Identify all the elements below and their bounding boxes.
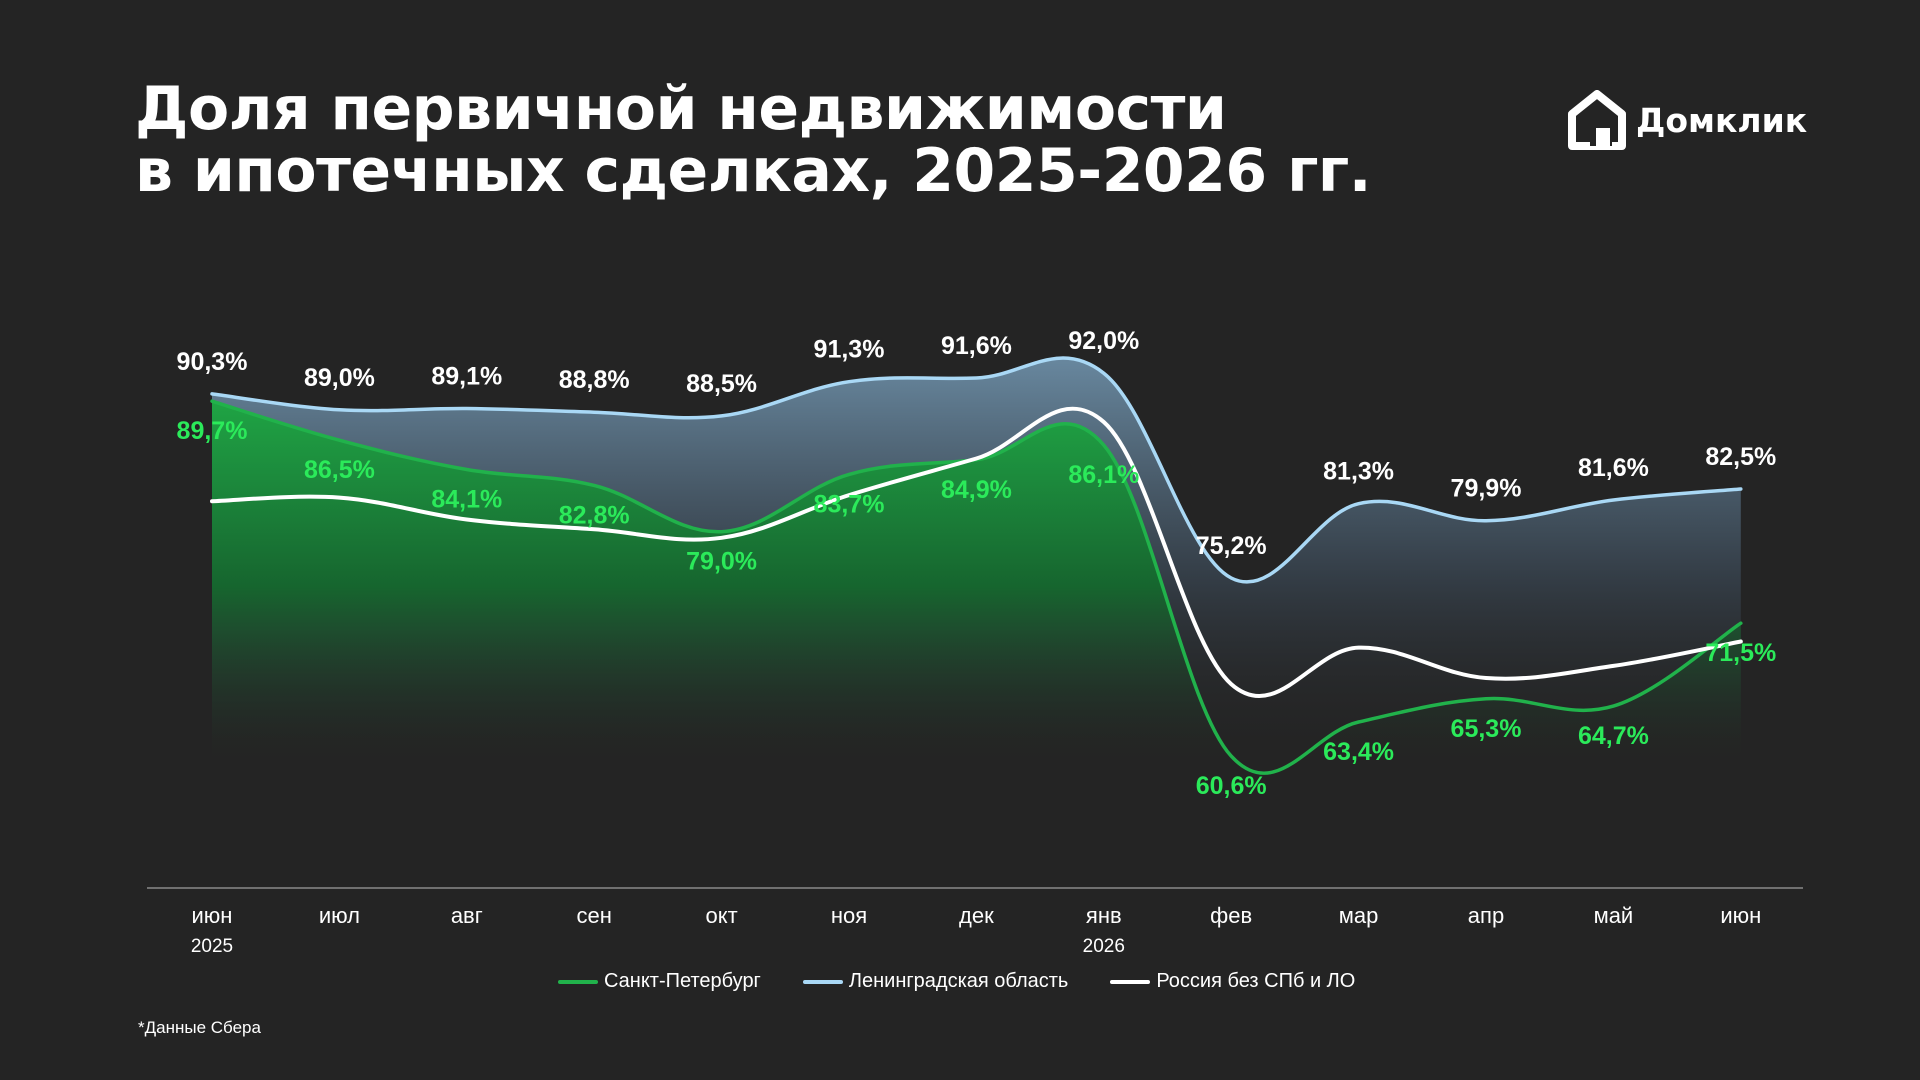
x-tick-year-0: 2025: [191, 936, 233, 957]
data-label-lo-5: 91,3%: [814, 336, 885, 364]
data-label-spb-0: 89,7%: [177, 417, 248, 445]
data-label-lo-12: 82,5%: [1705, 443, 1776, 471]
data-label-lo-0: 90,3%: [177, 348, 248, 376]
series-lines: [210, 356, 1743, 775]
data-label-spb-10: 65,3%: [1451, 715, 1522, 743]
legend-swatch-spb: [558, 979, 598, 984]
x-tick-label-6: дек: [959, 903, 994, 928]
legend-swatch-lo: [802, 979, 843, 984]
chart-title-line-2: в ипотечных сделках, 2025-2026 гг.: [135, 136, 1372, 206]
domclick-house-logo-icon: [1568, 90, 1626, 150]
data-label-spb-9: 63,4%: [1323, 738, 1394, 766]
x-tick-label-10: апр: [1468, 903, 1504, 928]
data-label-spb-5: 83,7%: [814, 490, 885, 518]
source-footnote: *Данные Сбера: [138, 1018, 261, 1037]
data-label-spb-1: 86,5%: [304, 456, 375, 484]
legend-label-russia: Россия без СПб и ЛО: [1156, 970, 1356, 992]
data-label-spb-12: 71,5%: [1705, 639, 1776, 667]
x-tick-label-9: мар: [1339, 903, 1379, 928]
legend-item-spb: Санкт-Петербург: [558, 970, 761, 993]
chart-legend: Санкт-Петербург Ленинградская область Ро…: [558, 970, 1355, 993]
x-tick-label-5: ноя: [831, 903, 867, 928]
data-label-lo-11: 81,6%: [1578, 454, 1649, 482]
series-line-lo: [210, 356, 1743, 584]
legend-item-russia: Россия без СПб и ЛО: [1110, 970, 1355, 993]
x-tick-label-8: фев: [1210, 903, 1252, 928]
data-label-lo-7: 92,0%: [1068, 327, 1139, 355]
x-tick-label-12: июн: [1720, 903, 1761, 928]
x-tick-label-3: сен: [577, 903, 612, 928]
chart-title: Доля первичной недвижимости в ипотечных …: [135, 74, 1372, 206]
data-label-spb-4: 79,0%: [686, 548, 757, 576]
data-label-lo-9: 81,3%: [1323, 458, 1394, 486]
data-label-lo-8: 75,2%: [1196, 532, 1267, 560]
data-label-spb-6: 84,9%: [941, 476, 1012, 504]
x-axis-ticks: июн 2025 июл авг сен окт ноя дек янв 2026 фев мар ап…: [191, 903, 1761, 957]
series-line-russia: [210, 406, 1743, 699]
x-tick-label-2: авг: [451, 903, 483, 928]
x-tick-label-4: окт: [706, 903, 738, 928]
data-label-lo-2: 89,1%: [431, 363, 502, 391]
data-label-spb-7: 86,1%: [1068, 461, 1139, 489]
x-tick-label-7: янв: [1086, 903, 1122, 928]
data-label-spb-3: 82,8%: [559, 501, 630, 529]
x-tick-label-0: июн: [192, 903, 233, 928]
chart-title-line-1: Доля первичной недвижимости: [135, 74, 1227, 144]
area-fills: [212, 358, 1741, 774]
brand-name: Домклик: [1636, 100, 1808, 140]
area-spb: [212, 401, 1741, 774]
data-labels: 90,3% 89,0% 89,1% 88,8% 88,5% 91,3% 91,6% 92,0%…: [177, 327, 1777, 800]
data-label-lo-1: 89,0%: [304, 364, 375, 392]
data-label-spb-2: 84,1%: [431, 486, 502, 514]
x-tick-label-1: июл: [319, 903, 360, 928]
data-label-spb-11: 64,7%: [1578, 722, 1649, 750]
legend-label-spb: Санкт-Петербург: [604, 970, 761, 992]
data-label-spb-8: 60,6%: [1196, 772, 1267, 800]
data-label-lo-4: 88,5%: [686, 370, 757, 398]
data-label-lo-6: 91,6%: [941, 332, 1012, 360]
data-label-lo-10: 79,9%: [1451, 475, 1522, 503]
legend-label-lo: Ленинградская область: [848, 970, 1069, 992]
brand-logo: Домклик: [1568, 90, 1807, 150]
data-label-lo-3: 88,8%: [559, 366, 630, 394]
series-line-spb: [210, 399, 1743, 775]
x-tick-label-11: май: [1594, 903, 1634, 928]
legend-swatch-russia: [1110, 979, 1151, 984]
legend-item-lo: Ленинградская область: [802, 970, 1069, 993]
x-tick-year-7: 2026: [1083, 936, 1125, 957]
